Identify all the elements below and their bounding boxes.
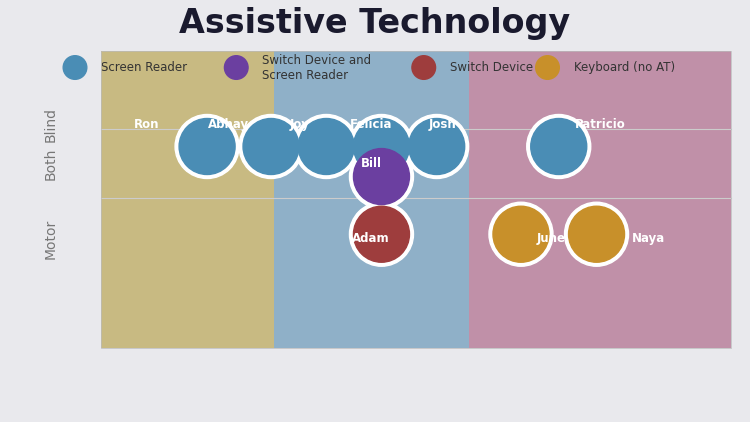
Text: Patricio: Patricio	[574, 118, 626, 131]
Text: Blind: Blind	[44, 107, 58, 142]
Ellipse shape	[224, 56, 248, 79]
Ellipse shape	[536, 56, 560, 79]
Circle shape	[353, 119, 410, 175]
Circle shape	[568, 206, 625, 262]
Text: Naya: Naya	[632, 232, 665, 245]
Ellipse shape	[63, 56, 87, 79]
Circle shape	[243, 119, 299, 175]
Circle shape	[350, 145, 413, 208]
Circle shape	[179, 119, 235, 175]
Text: Assistive Technology: Assistive Technology	[179, 7, 571, 40]
Text: Josh: Josh	[429, 118, 456, 131]
Text: Keyboard (no AT): Keyboard (no AT)	[574, 61, 675, 74]
Circle shape	[298, 119, 354, 175]
Circle shape	[531, 119, 586, 175]
Text: Bill: Bill	[361, 157, 382, 170]
Circle shape	[526, 114, 591, 179]
Circle shape	[493, 206, 549, 262]
Text: Motor: Motor	[44, 218, 58, 259]
FancyBboxPatch shape	[274, 51, 469, 348]
Circle shape	[175, 114, 239, 179]
Ellipse shape	[412, 56, 436, 79]
Circle shape	[565, 202, 628, 266]
Text: Switch Device: Switch Device	[450, 61, 533, 74]
Circle shape	[353, 149, 410, 205]
Text: Switch Device and
Screen Reader: Switch Device and Screen Reader	[262, 54, 372, 81]
FancyBboxPatch shape	[101, 51, 274, 348]
Circle shape	[353, 206, 410, 262]
Text: Felicia: Felicia	[350, 118, 392, 131]
Text: Screen Reader: Screen Reader	[101, 61, 188, 74]
Text: June: June	[537, 232, 566, 245]
Text: Abhay: Abhay	[209, 118, 249, 131]
Circle shape	[350, 114, 413, 179]
Circle shape	[350, 202, 413, 266]
FancyBboxPatch shape	[469, 51, 731, 348]
Text: Joy: Joy	[290, 118, 310, 131]
Text: Ron: Ron	[134, 118, 159, 131]
Circle shape	[409, 119, 465, 175]
Circle shape	[294, 114, 358, 179]
Circle shape	[489, 202, 553, 266]
Circle shape	[405, 114, 469, 179]
Text: Adam: Adam	[352, 232, 390, 245]
Text: Both: Both	[44, 147, 58, 180]
Circle shape	[239, 114, 303, 179]
